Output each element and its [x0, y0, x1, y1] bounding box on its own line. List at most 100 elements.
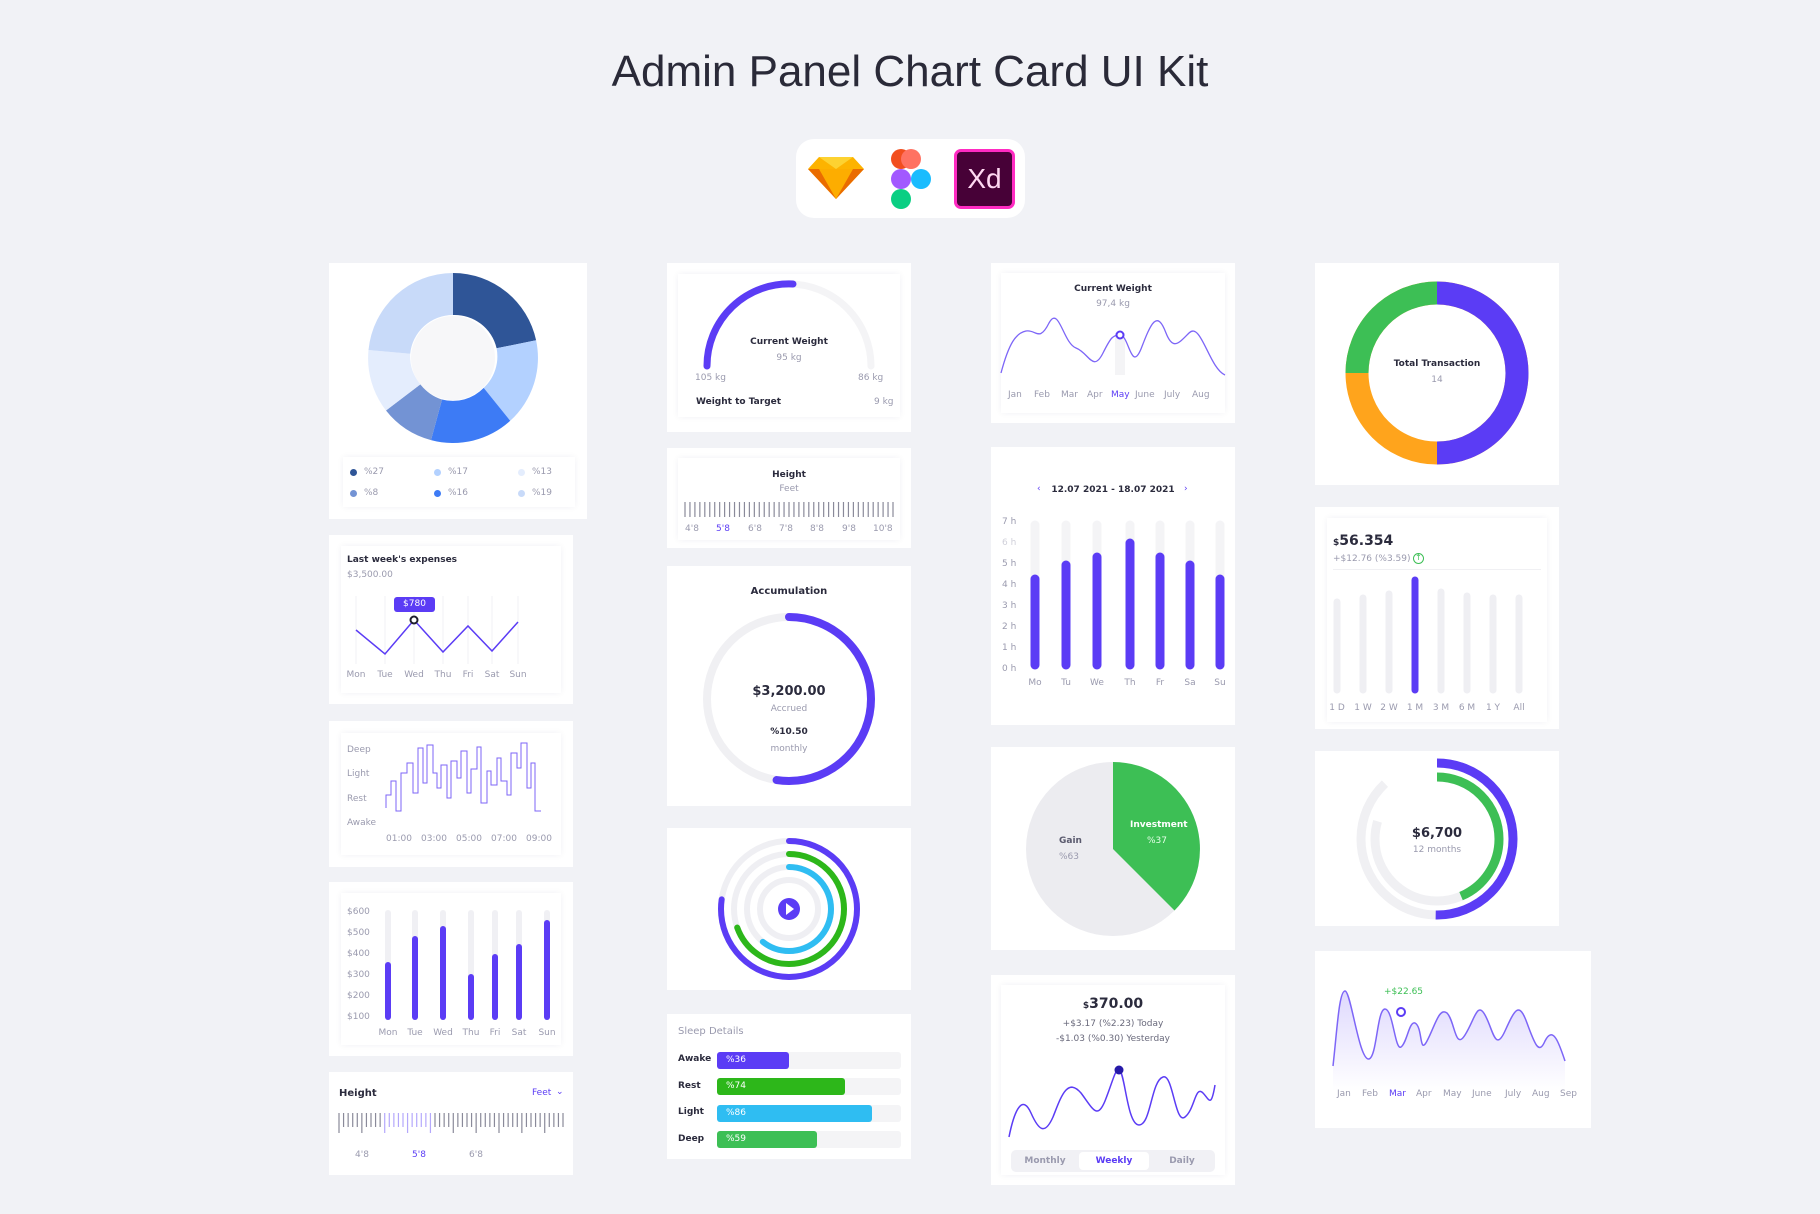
pie-investment	[1113, 762, 1200, 911]
accumulation-percent-label: monthly	[770, 744, 808, 754]
x-label: 05:00	[456, 834, 482, 844]
donut-segment-17	[483, 340, 538, 421]
activity-rings-card	[667, 828, 911, 990]
expenses-max: $3,500.00	[347, 570, 393, 580]
prev-week-button[interactable]: ‹	[1037, 484, 1041, 494]
accumulation-amount-label: Accrued	[770, 704, 808, 714]
donut-chart-card: %27 %17 %13 %8 %16 %19	[329, 263, 587, 519]
y-label: Light	[347, 769, 370, 779]
investment-pie-card: Gain %63 Investment %37	[991, 747, 1235, 950]
weight-line-card: Current Weight 97,4 kg Jan Feb Mar Apr M…	[991, 263, 1235, 423]
weight-line-title: Current Weight	[1074, 284, 1152, 294]
gauge-max: 86 kg	[858, 373, 884, 383]
x-label: July	[1505, 1089, 1522, 1099]
y-label: $400	[347, 949, 370, 959]
period-label[interactable]: All	[1513, 703, 1525, 713]
sleep-bar-deep: %59	[717, 1131, 817, 1148]
period-label[interactable]: 1 W	[1354, 703, 1372, 713]
date-range: 12.07 2021 - 18.07 2021	[1051, 485, 1175, 495]
legend-dot	[518, 490, 525, 497]
area-line	[1332, 990, 1566, 1067]
segment-green	[1345, 281, 1438, 374]
period-label[interactable]: 6 M	[1458, 703, 1476, 713]
y-label: $600	[347, 907, 370, 917]
x-label: Wed	[404, 670, 424, 680]
tick-label: 10'8	[873, 524, 893, 534]
tab-daily[interactable]: Daily	[1169, 1156, 1195, 1166]
x-label: Mo	[1028, 678, 1042, 688]
sleep-details-card: Sleep Details Awake %36 Rest %74 Light %…	[667, 1014, 911, 1159]
segment-purple	[1436, 281, 1529, 465]
x-label: Sun	[538, 1028, 556, 1038]
height-small-ruler[interactable]	[329, 1072, 573, 1175]
tick-label: 7'8	[779, 524, 793, 534]
x-label-selected: May	[1111, 390, 1130, 400]
x-label: Apr	[1416, 1089, 1432, 1099]
x-label: Sep	[1560, 1089, 1577, 1099]
period-label[interactable]: 1 Y	[1485, 703, 1501, 713]
gauge-value: 95 kg	[776, 353, 802, 363]
period-label[interactable]: 2 W	[1380, 703, 1398, 713]
tab-monthly[interactable]: Monthly	[1024, 1156, 1066, 1166]
legend-dot	[518, 469, 525, 476]
sleep-step-chart	[385, 742, 541, 812]
ring-inner	[744, 864, 834, 954]
tick-label: 6'8	[469, 1150, 483, 1160]
sleep-details-title: Sleep Details	[678, 1026, 744, 1037]
accumulation-card: Accumulation $3,200.00 Accrued %10.50 mo…	[667, 566, 911, 806]
balance-amount: $370.00	[1082, 996, 1144, 1012]
x-label: Mon	[346, 670, 366, 680]
tick-label: 6'8	[748, 524, 762, 534]
y-label: Rest	[347, 794, 367, 804]
x-label: We	[1090, 678, 1104, 688]
tab-weekly[interactable]: Weekly	[1079, 1152, 1149, 1170]
x-label: Thu	[434, 670, 452, 680]
weight-marker[interactable]	[1115, 330, 1125, 340]
area-marker[interactable]	[1396, 1007, 1406, 1017]
stock-bar-chart	[1333, 576, 1523, 694]
transaction-title: Total Transaction	[1393, 359, 1481, 369]
x-label: Apr	[1087, 390, 1103, 400]
activity-rings	[718, 838, 860, 980]
y-label: 7 h	[1002, 517, 1017, 527]
next-week-button[interactable]: ›	[1184, 484, 1188, 494]
investment-value: %37	[1147, 836, 1168, 846]
transaction-value: 14	[1431, 375, 1443, 385]
x-label: June	[1472, 1089, 1492, 1099]
accumulation-title: Accumulation	[750, 586, 828, 597]
sleep-graph-card: Deep Light Rest Awake 01:00 03:00 05:00 …	[329, 721, 573, 867]
balance-yesterday: -$1.03 (%0.30) Yesterday	[1055, 1034, 1171, 1044]
donut-segment-19	[368, 273, 453, 354]
x-label: Tu	[1061, 678, 1071, 688]
x-label: Feb	[1362, 1089, 1378, 1099]
hours-bars-card: ‹ 12.07 2021 - 18.07 2021 › 7 h 6 h 5 h …	[991, 447, 1235, 725]
weight-gauge-card: Current Weight 95 kg 105 kg 86 kg Weight…	[667, 263, 911, 432]
height-ruler[interactable]	[678, 458, 900, 540]
y-label: 5 h	[1002, 559, 1017, 569]
donut-segment-16	[431, 387, 511, 443]
x-label: Sun	[509, 670, 527, 680]
balance-marker[interactable]	[1114, 1065, 1124, 1075]
gain-label: Gain	[1059, 836, 1082, 846]
accumulation-progress	[703, 613, 875, 785]
expenses-marker[interactable]	[409, 615, 419, 625]
height-ruler-card: Height Feet 4'8 5'8 6'8 7'8 8'8 9'8 10'8	[667, 448, 911, 548]
period-label[interactable]: 1 D	[1329, 703, 1345, 713]
target-value: 9 kg	[874, 397, 894, 407]
x-label: 01:00	[386, 834, 412, 844]
rings-amount: $6,700	[1411, 826, 1463, 841]
y-label: $200	[347, 991, 370, 1001]
tick-label: 9'8	[842, 524, 856, 534]
balance-line-chart	[1008, 1065, 1216, 1138]
x-label: Aug	[1192, 390, 1210, 400]
x-label: Tue	[377, 670, 393, 680]
y-label: 3 h	[1002, 601, 1017, 611]
sleep-row-track: %36	[717, 1052, 901, 1069]
expenses-line-chart	[355, 596, 519, 664]
balance-line	[1008, 1069, 1216, 1138]
y-label: 0 h	[1002, 664, 1017, 674]
donut-legend: %27 %17 %13 %8 %16 %19	[343, 457, 575, 507]
period-label[interactable]: 3 M	[1432, 703, 1450, 713]
ring-inner-progress	[1370, 772, 1504, 906]
period-label-selected[interactable]: 1 M	[1406, 703, 1424, 713]
